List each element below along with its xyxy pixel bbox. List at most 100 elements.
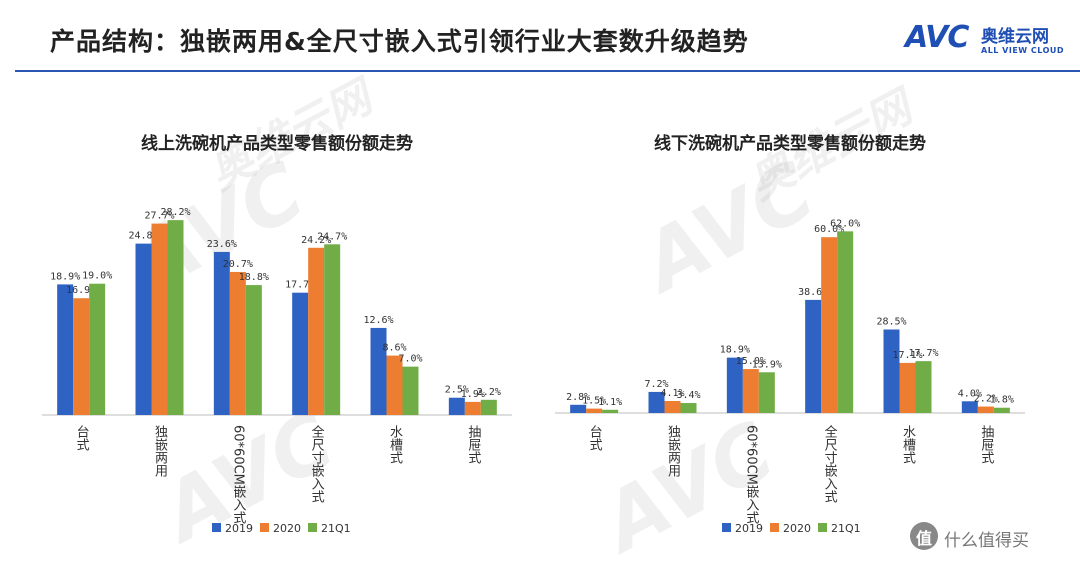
category-label: 60*60CM嵌入式	[743, 425, 759, 524]
data-label: 4.0%	[958, 388, 982, 399]
legend-label: 2019	[735, 522, 763, 535]
data-label: 8.6%	[382, 343, 406, 354]
page-title: 产品结构：独嵌两用&全尺寸嵌入式引领行业大套数升级趋势	[50, 27, 749, 56]
data-label: 1.9%	[461, 389, 485, 400]
legend-swatch-2020	[770, 523, 779, 532]
legend-label: 2020	[273, 522, 301, 535]
bar-2019-1	[57, 284, 74, 415]
bar-2019-2	[135, 243, 152, 415]
bar-2019-2	[648, 391, 665, 413]
bar-2020-1	[73, 298, 90, 415]
logo-en-text: ALL VIEW CLOUD	[981, 46, 1065, 55]
bar-2020-3	[229, 271, 246, 415]
data-label: 24.2%	[301, 235, 331, 246]
logo-cn-text: 奥维云网	[981, 27, 1049, 47]
data-label: 13.9%	[752, 359, 782, 370]
legend-swatch-21Q1	[308, 523, 317, 532]
bar-2020-5	[899, 362, 916, 413]
logo-mark: AVC	[905, 20, 969, 55]
avc-logo: AVC 奥维云网 ALL VIEW CLOUD	[905, 20, 1065, 60]
bar-2020-5	[386, 355, 403, 415]
header-divider	[15, 70, 1080, 72]
data-label: 12.6%	[363, 315, 393, 326]
zhi-icon: 值	[910, 522, 938, 550]
chart-1: 线上洗碗机产品类型零售额份额走势 18.9% 16.9% 19.0% 台式 24.8% 27…	[42, 133, 512, 535]
legend-label: 21Q1	[831, 522, 861, 535]
legend-swatch-21Q1	[818, 523, 827, 532]
legend-label: 21Q1	[321, 522, 351, 535]
bar-21Q1-5	[915, 361, 932, 413]
data-label: 18.8%	[239, 272, 269, 283]
data-label: 2.2%	[974, 394, 998, 405]
bar-2019-3	[726, 357, 743, 413]
data-label: 60.0%	[814, 224, 844, 235]
bar-21Q1-1	[602, 409, 619, 413]
corner-badge: 值 什么值得买	[910, 520, 1080, 556]
bar-21Q1-4	[837, 231, 854, 413]
chart-title: 线上洗碗机产品类型零售额份额走势	[141, 133, 413, 154]
category-label: 水槽式	[900, 425, 916, 464]
data-label: 1.5%	[582, 396, 606, 407]
data-label: 2.5%	[445, 385, 469, 396]
data-label: 62.0%	[830, 218, 860, 229]
bar-21Q1-4	[324, 244, 341, 415]
data-label: 24.7%	[317, 231, 347, 242]
data-label: 18.9%	[720, 345, 750, 356]
bar-21Q1-6	[993, 407, 1010, 413]
category-label: 台式	[74, 425, 90, 451]
data-label: 17.1%	[892, 350, 922, 361]
bar-21Q1-3	[758, 372, 775, 413]
data-label: 28.5%	[876, 316, 906, 327]
data-label: 27.7%	[144, 211, 174, 222]
data-label: 15.0%	[736, 356, 766, 367]
data-label: 1.1%	[598, 397, 622, 408]
bar-21Q1-2	[680, 403, 697, 413]
bar-21Q1-2	[167, 220, 184, 415]
data-label: 4.1%	[660, 388, 684, 399]
bar-2019-6	[448, 397, 465, 415]
legend-label: 2020	[783, 522, 811, 535]
data-label: 17.7%	[285, 280, 315, 291]
bar-2020-6	[977, 406, 994, 413]
bar-2019-4	[292, 292, 309, 415]
bar-2019-5	[370, 327, 387, 415]
data-label: 17.7%	[908, 348, 938, 359]
data-label: 7.2%	[644, 379, 668, 390]
corner-badge-text: 什么值得买	[944, 531, 1029, 551]
bar-2019-1	[570, 404, 587, 413]
category-label: 台式	[587, 425, 603, 451]
bar-2020-6	[464, 401, 481, 415]
bar-2020-2	[664, 400, 681, 413]
data-label: 2.2%	[477, 387, 501, 398]
data-label: 1.8%	[990, 395, 1014, 406]
data-label: 7.0%	[398, 354, 422, 365]
legend-swatch-2019	[722, 523, 731, 532]
bar-21Q1-3	[245, 285, 262, 415]
data-label: 24.8%	[128, 231, 158, 242]
bar-2020-2	[151, 223, 168, 415]
data-label: 2.8%	[566, 392, 590, 403]
category-label: 水槽式	[387, 425, 403, 464]
category-label: 独嵌两用	[152, 425, 168, 478]
legend-swatch-2019	[212, 523, 221, 532]
chart-title: 线下洗碗机产品类型零售额份额走势	[654, 133, 926, 154]
data-label: 16.9%	[66, 285, 96, 296]
data-label: 18.9%	[50, 271, 80, 282]
category-label: 独嵌两用	[665, 425, 681, 478]
category-label: 抽屉式	[465, 425, 481, 464]
header: 产品结构：独嵌两用&全尺寸嵌入式引领行业大套数升级趋势 AVC 奥维云网 ALL…	[0, 0, 1080, 70]
legend-label: 2019	[225, 522, 253, 535]
bar-2020-1	[586, 408, 603, 413]
bar-21Q1-5	[402, 366, 419, 415]
data-label: 19.0%	[82, 271, 112, 282]
data-label: 38.6%	[798, 287, 828, 298]
category-label: 全尺寸嵌入式	[309, 424, 325, 503]
legend-swatch-2020	[260, 523, 269, 532]
bar-21Q1-6	[480, 399, 497, 415]
bar-2019-6	[961, 401, 978, 413]
zhi-glyph: 值	[915, 529, 932, 548]
category-label: 60*60CM嵌入式	[230, 425, 246, 524]
bar-2020-4	[821, 237, 838, 413]
data-label: 23.6%	[207, 239, 237, 250]
